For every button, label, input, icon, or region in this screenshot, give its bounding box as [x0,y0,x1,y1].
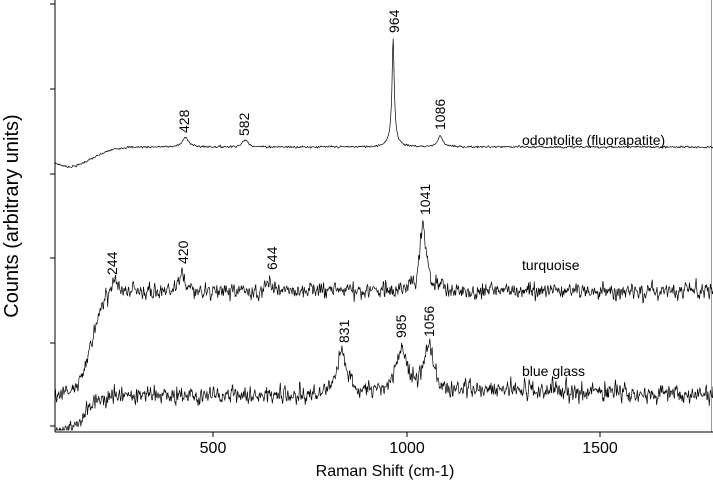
svg-text:blue glass: blue glass [522,363,585,379]
svg-text:1000: 1000 [389,440,425,457]
svg-text:964: 964 [386,9,402,33]
svg-text:1086: 1086 [432,99,448,130]
svg-text:turquoise: turquoise [522,257,580,273]
svg-text:244: 244 [104,251,120,275]
svg-text:Raman Shift (cm-1): Raman Shift (cm-1) [316,463,455,480]
svg-text:500: 500 [200,440,227,457]
svg-text:831: 831 [336,319,352,343]
svg-text:1500: 1500 [582,440,618,457]
svg-text:1056: 1056 [421,306,437,337]
svg-text:1041: 1041 [417,184,433,215]
svg-text:428: 428 [176,109,192,133]
svg-text:Counts (arbitrary units): Counts (arbitrary units) [1,114,23,317]
svg-text:644: 644 [264,246,280,270]
svg-text:420: 420 [175,240,191,264]
svg-text:odontolite (fluorapatite): odontolite (fluorapatite) [522,132,665,148]
svg-text:985: 985 [393,314,409,338]
svg-text:582: 582 [236,112,252,136]
